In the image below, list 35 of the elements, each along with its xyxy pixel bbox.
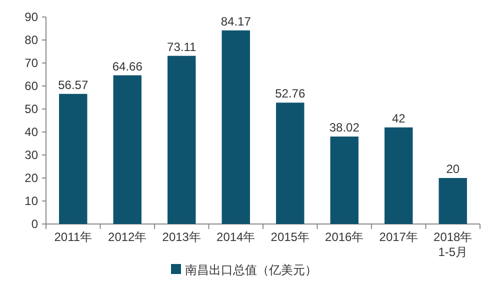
y-tick-label: 20 bbox=[24, 171, 38, 185]
x-tick-label: 2012年 bbox=[108, 230, 147, 244]
y-tick-label: 50 bbox=[24, 102, 38, 116]
bar bbox=[330, 136, 358, 224]
x-tick-label: 2017年 bbox=[379, 230, 418, 244]
data-label: 52.76 bbox=[275, 86, 306, 101]
y-tick-label: 60 bbox=[24, 79, 38, 93]
bar bbox=[276, 102, 304, 224]
x-tick-label: 2015年 bbox=[270, 230, 310, 244]
bar bbox=[168, 56, 196, 224]
data-label: 73.11 bbox=[167, 40, 197, 54]
y-tick-label: 70 bbox=[24, 56, 38, 70]
x-tick-label: 2011年 bbox=[54, 230, 92, 244]
bar bbox=[113, 75, 142, 224]
data-label: 56.57 bbox=[58, 78, 88, 92]
data-label: 64.66 bbox=[112, 59, 143, 74]
x-tick-label: 2014年 bbox=[216, 230, 256, 244]
y-tick-label: 0 bbox=[31, 217, 38, 231]
x-tick-label: 2016年 bbox=[325, 230, 364, 244]
bar bbox=[59, 94, 88, 224]
x-tick-label: 2013年 bbox=[162, 230, 201, 244]
data-label: 38.02 bbox=[329, 120, 360, 135]
legend-label: 南昌出口总值（亿美元） bbox=[185, 263, 317, 277]
y-tick-label: 10 bbox=[24, 194, 38, 208]
data-label: 84.17 bbox=[220, 14, 252, 28]
y-tick-label: 80 bbox=[24, 33, 38, 47]
data-label: 42 bbox=[392, 111, 406, 126]
x-tick-label: 2018年 1-5月 bbox=[434, 230, 472, 259]
data-label: 20 bbox=[446, 162, 460, 176]
bar bbox=[438, 178, 467, 224]
bar bbox=[222, 30, 250, 224]
y-tick-label: 90 bbox=[24, 10, 38, 24]
y-tick-label: 40 bbox=[24, 125, 38, 139]
bar bbox=[384, 127, 413, 224]
y-tick-label: 30 bbox=[24, 148, 38, 162]
